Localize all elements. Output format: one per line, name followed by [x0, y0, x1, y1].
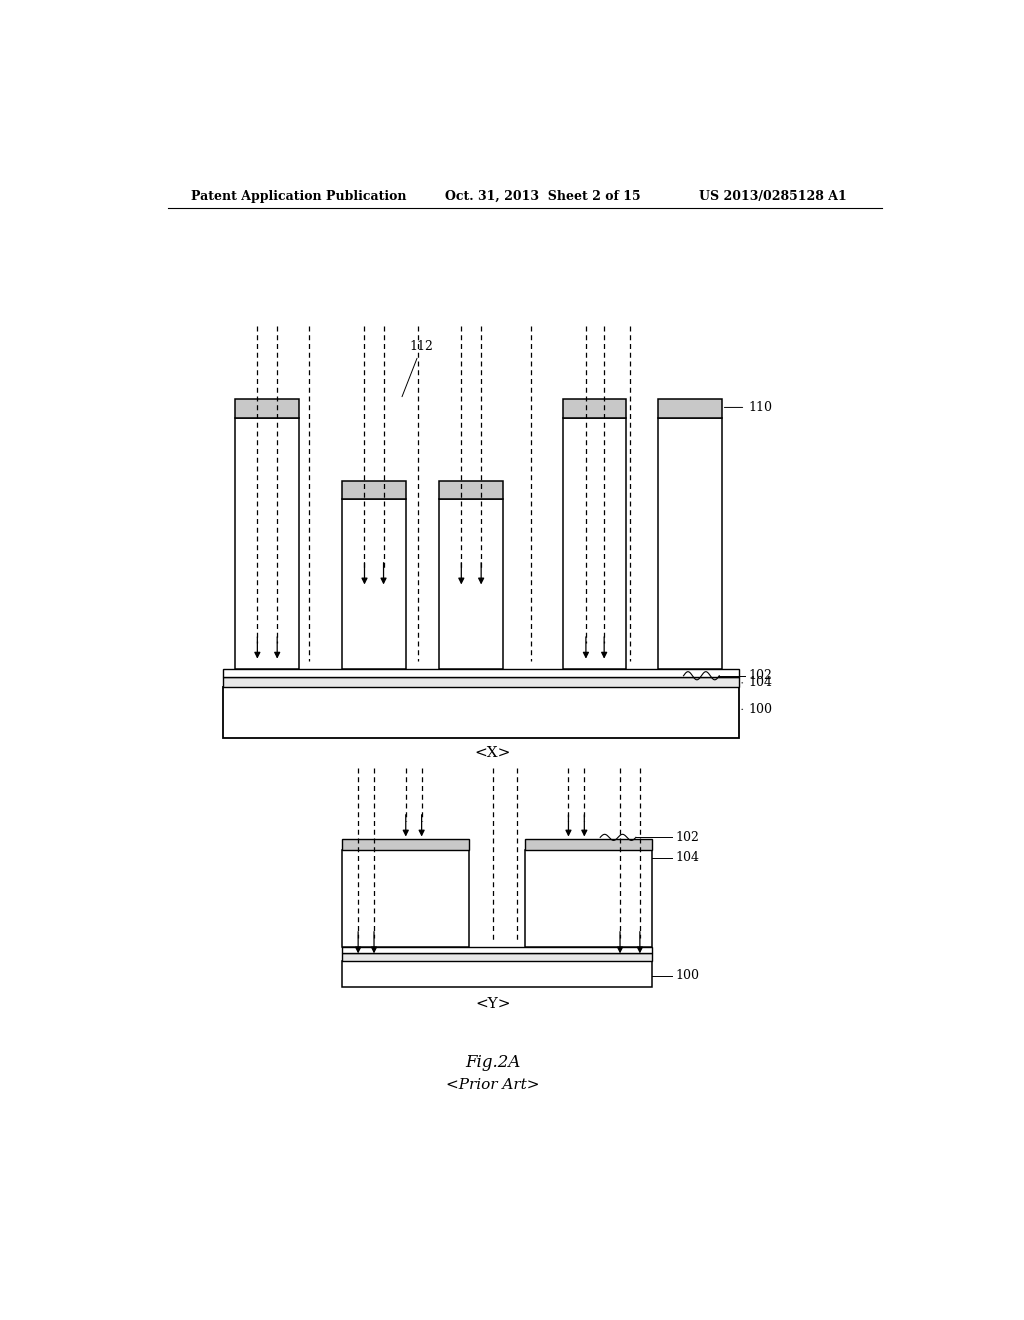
Text: 102: 102 — [676, 830, 699, 843]
Bar — [658, 417, 722, 669]
Bar — [223, 686, 739, 738]
Text: Oct. 31, 2013  Sheet 2 of 15: Oct. 31, 2013 Sheet 2 of 15 — [445, 190, 641, 202]
Text: US 2013/0285128 A1: US 2013/0285128 A1 — [699, 190, 847, 202]
Text: 102: 102 — [749, 669, 772, 682]
Text: 110: 110 — [749, 401, 772, 414]
Text: <X>: <X> — [475, 746, 511, 760]
Bar — [236, 399, 299, 417]
Text: Fig.2A: Fig.2A — [465, 1055, 521, 1072]
Text: 100: 100 — [749, 702, 772, 715]
Bar — [223, 677, 739, 686]
Text: Patent Application Publication: Patent Application Publication — [191, 190, 407, 202]
Bar — [342, 961, 652, 987]
Text: 100: 100 — [676, 969, 699, 982]
Text: 104: 104 — [749, 676, 772, 689]
Bar — [524, 840, 651, 850]
Bar — [439, 499, 503, 669]
Text: 104: 104 — [676, 851, 699, 865]
Bar — [563, 417, 627, 669]
Bar — [342, 953, 652, 961]
Bar — [342, 499, 406, 669]
Text: <Y>: <Y> — [475, 997, 511, 1011]
Bar — [342, 480, 406, 499]
Bar — [342, 840, 469, 850]
Bar — [658, 399, 722, 417]
Bar — [342, 850, 469, 948]
Bar — [223, 669, 739, 677]
Bar — [236, 417, 299, 669]
Text: 112: 112 — [402, 341, 433, 397]
Text: <Prior Art>: <Prior Art> — [446, 1078, 540, 1093]
Bar — [342, 948, 652, 953]
Bar — [563, 399, 627, 417]
Bar — [524, 850, 651, 948]
Bar — [439, 480, 503, 499]
